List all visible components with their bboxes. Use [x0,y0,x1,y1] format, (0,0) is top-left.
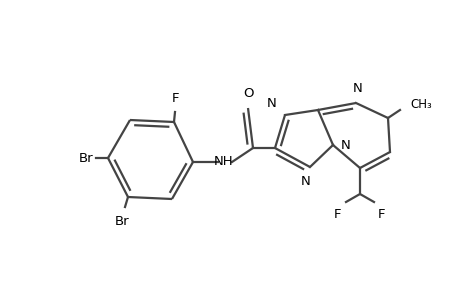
Text: N: N [301,175,310,188]
Text: N: N [267,97,276,110]
Text: N: N [353,82,362,95]
Text: Br: Br [114,215,129,228]
Text: O: O [243,87,254,100]
Text: F: F [172,92,179,105]
Text: NH: NH [214,154,233,167]
Text: F: F [377,208,385,221]
Text: CH₃: CH₃ [409,98,431,110]
Text: Br: Br [78,152,93,164]
Text: F: F [334,208,341,221]
Text: N: N [340,139,350,152]
